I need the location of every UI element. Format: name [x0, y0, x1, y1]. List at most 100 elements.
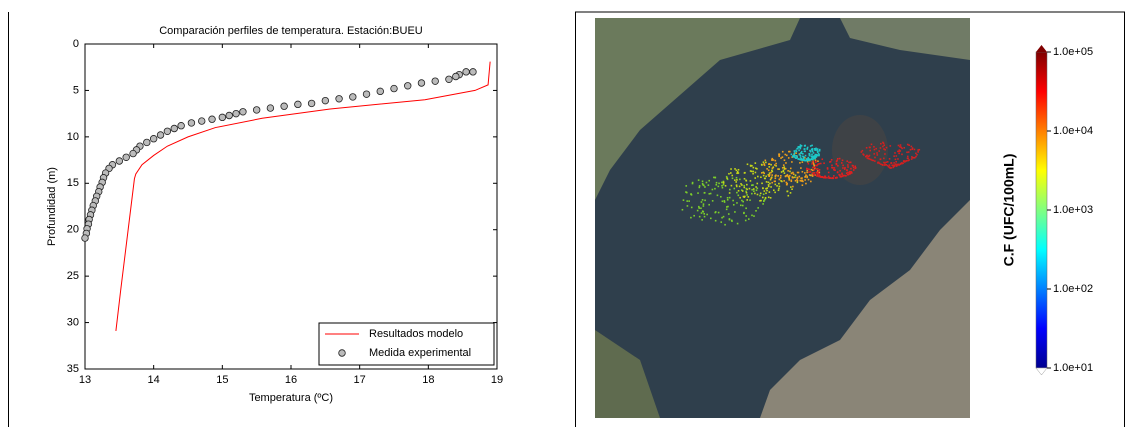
- particle: [793, 156, 795, 158]
- particle: [818, 173, 820, 175]
- particle: [740, 204, 742, 206]
- particle: [751, 184, 753, 186]
- particle: [763, 193, 765, 195]
- particle: [850, 162, 852, 164]
- particle: [815, 154, 817, 156]
- particle: [811, 145, 813, 147]
- particle: [836, 163, 838, 165]
- particle: [761, 164, 763, 166]
- particle: [691, 194, 693, 196]
- particle: [804, 179, 806, 181]
- particle: [726, 177, 728, 179]
- particle: [795, 174, 797, 176]
- particle: [697, 210, 699, 212]
- particle: [866, 155, 868, 157]
- particle: [874, 157, 876, 159]
- particle: [763, 161, 765, 163]
- particle: [812, 175, 814, 177]
- particle: [889, 145, 891, 147]
- particle: [790, 179, 792, 181]
- particle: [744, 178, 746, 180]
- particle: [743, 212, 745, 214]
- particle: [839, 176, 841, 178]
- particle: [869, 155, 871, 157]
- particle: [763, 164, 765, 166]
- particle: [811, 156, 813, 158]
- particle: [814, 174, 816, 176]
- particle: [751, 215, 753, 217]
- particle: [813, 165, 815, 167]
- particle: [820, 163, 822, 165]
- particle: [778, 188, 780, 190]
- particle: [731, 185, 733, 187]
- particle: [887, 165, 889, 167]
- particle: [799, 162, 801, 164]
- particle: [907, 156, 909, 158]
- particle: [911, 156, 913, 158]
- particle: [802, 171, 804, 173]
- particle: [869, 147, 871, 149]
- particle: [908, 151, 910, 153]
- particle: [708, 204, 710, 206]
- particle: [805, 174, 807, 176]
- particle: [775, 163, 777, 165]
- particle: [720, 221, 722, 223]
- particle: [895, 159, 897, 161]
- particle: [763, 175, 765, 177]
- particle: [813, 169, 815, 171]
- particle: [875, 148, 877, 150]
- x-axis-label: Temperatura (ºC): [249, 392, 333, 404]
- particle: [851, 172, 853, 174]
- particle: [732, 200, 734, 202]
- particle: [813, 167, 815, 169]
- particle: [818, 176, 820, 178]
- particle: [828, 176, 830, 178]
- particle: [786, 182, 788, 184]
- particle: [852, 165, 854, 167]
- particle: [765, 192, 767, 194]
- particle: [841, 162, 843, 164]
- particle: [896, 165, 898, 167]
- particle: [699, 187, 701, 189]
- particle: [832, 167, 834, 169]
- particle: [755, 172, 757, 174]
- particle: [834, 167, 836, 169]
- particle: [697, 192, 699, 194]
- particle: [723, 216, 725, 218]
- particle: [889, 158, 891, 160]
- particle: [845, 175, 847, 177]
- measurement-point: [253, 107, 260, 114]
- particle: [823, 177, 825, 179]
- particle: [787, 190, 789, 192]
- particle: [717, 195, 719, 197]
- particle: [806, 160, 808, 162]
- measurement-point: [267, 105, 274, 112]
- particle: [777, 175, 779, 177]
- particle: [801, 151, 803, 153]
- particle: [754, 177, 756, 179]
- particle: [755, 167, 757, 169]
- particle: [752, 171, 754, 173]
- particle: [721, 217, 723, 219]
- particle: [800, 167, 802, 169]
- particle: [772, 167, 774, 169]
- particle: [874, 149, 876, 151]
- particle: [883, 142, 885, 144]
- particle: [787, 174, 789, 176]
- particle: [738, 190, 740, 192]
- particle: [735, 181, 737, 183]
- particle: [771, 170, 773, 172]
- particle: [757, 194, 759, 196]
- particle: [721, 185, 723, 187]
- colorbar-tick-label: 1.0e+02: [1053, 283, 1093, 295]
- particle: [770, 197, 772, 199]
- particle: [817, 173, 819, 175]
- particle: [838, 174, 840, 176]
- measurement-point: [453, 73, 460, 80]
- particle: [806, 168, 808, 170]
- particle: [791, 161, 793, 163]
- particle: [911, 146, 913, 148]
- particle: [769, 174, 771, 176]
- particle: [715, 220, 717, 222]
- particle: [794, 177, 796, 179]
